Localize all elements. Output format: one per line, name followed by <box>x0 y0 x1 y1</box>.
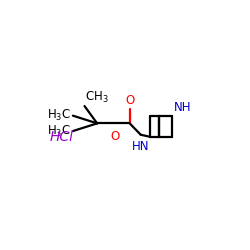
Text: NH: NH <box>174 101 192 114</box>
Text: O: O <box>110 130 119 142</box>
Text: H$_3$C: H$_3$C <box>47 108 71 123</box>
Text: CH$_3$: CH$_3$ <box>85 90 109 105</box>
Text: HN: HN <box>132 140 150 153</box>
Text: O: O <box>125 94 134 106</box>
Text: HCl: HCl <box>50 130 74 144</box>
Text: H$_3$C: H$_3$C <box>47 124 71 139</box>
